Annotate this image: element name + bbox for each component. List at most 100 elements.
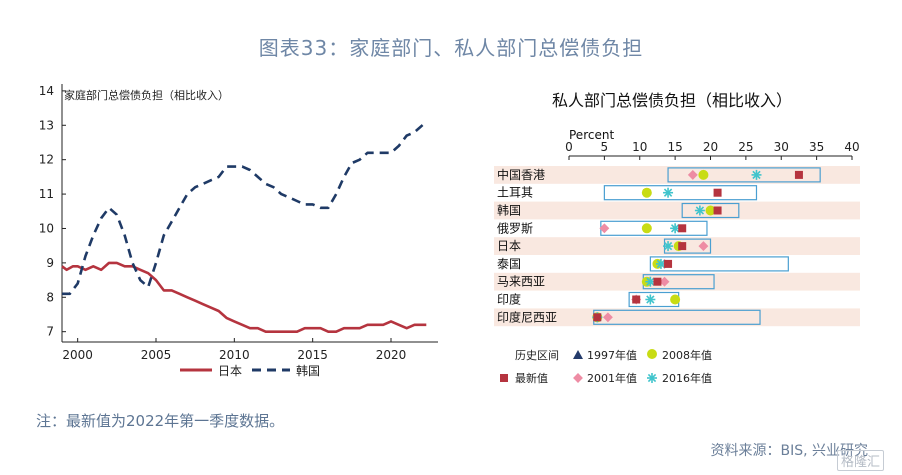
legend-label-2001: 2001年值: [587, 371, 637, 385]
historical-range-box: [681, 202, 740, 219]
x-tick-label: 2020: [376, 348, 407, 362]
marker-latest: [653, 277, 662, 286]
x-tick-label: 30: [774, 140, 789, 154]
series-line-korea: [62, 120, 428, 296]
y-tick-label: 13: [39, 118, 54, 132]
x-tick-label: 35: [809, 140, 824, 154]
household-debt-service-chart: 7 8 9 10 11 12 13 14 2000 2005 2010 2015 2020 家庭部门总偿债…: [39, 84, 438, 378]
row-band: [494, 308, 860, 327]
footnote: 注：最新值为2022年第一季度数据。: [36, 412, 285, 430]
marker-1997: [573, 350, 583, 359]
marker-latest: [593, 313, 602, 322]
x-tick-label: 40: [844, 140, 859, 154]
marker-2016: [663, 241, 674, 252]
country-label: 土耳其: [497, 186, 533, 200]
marker-2016: [663, 187, 674, 198]
legend-label-range: 历史区间: [515, 349, 559, 362]
marker-latest: [632, 295, 641, 304]
marker-2016-stroke: [647, 373, 657, 383]
marker-2016-stroke: [663, 188, 673, 197]
marker-2008: [705, 205, 716, 216]
country-label: 泰国: [497, 257, 521, 271]
row-band: [494, 272, 860, 291]
country-label: 俄罗斯: [497, 221, 533, 235]
legend-label-latest: 最新值: [515, 371, 548, 385]
country-label: 韩国: [497, 203, 521, 218]
marker-latest: [713, 206, 722, 215]
x-tick-label: 2015: [297, 348, 328, 362]
marker-latest: [678, 224, 687, 233]
marker-2016: [647, 373, 657, 383]
x-tick-label: 25: [738, 140, 753, 154]
x-tick-label: 0: [565, 140, 573, 154]
marker-2016: [751, 169, 762, 180]
marker-latest: [664, 259, 673, 268]
marker-2001: [602, 312, 613, 323]
historical-range-box: [667, 167, 821, 183]
chart-title: 家庭部门总偿债负担（相比收入）: [64, 88, 229, 102]
country-label: 日本: [497, 239, 521, 253]
legend-label-japan: 日本: [218, 364, 242, 378]
x-tick-label: 20: [703, 140, 718, 154]
watermark-logo: 格隆汇: [836, 450, 884, 471]
marker-2016: [645, 294, 656, 305]
x-tick-label: 2000: [62, 348, 93, 362]
y-tick-label: 9: [46, 256, 54, 270]
y-tick-label: 12: [39, 153, 54, 167]
y-tick-label: 11: [39, 187, 54, 201]
marker-2008: [698, 169, 709, 180]
legend-label-2008: 2008年值: [662, 348, 712, 362]
country-label: 印度尼西亚: [497, 309, 557, 324]
marker-latest: [500, 374, 508, 382]
marker-2016-stroke: [656, 259, 666, 269]
y-tick-label: 8: [46, 290, 54, 304]
marker-latest: [713, 188, 722, 197]
x-tick-label: 10: [632, 140, 647, 154]
marker-2001: [659, 276, 670, 287]
legend-label-1997: 1997年值: [587, 348, 637, 362]
marker-2001: [687, 169, 698, 180]
marker-2001: [599, 223, 610, 234]
marker-2008: [647, 349, 657, 359]
y-tick-label: 7: [46, 325, 54, 339]
marker-2016-stroke: [646, 295, 655, 304]
marker-2016-stroke: [663, 241, 673, 251]
marker-2016-stroke: [752, 170, 761, 180]
page-title: 图表33：家庭部门、私人部门总偿债负担: [258, 36, 644, 60]
axis-label: Percent: [569, 128, 614, 142]
country-label: 中国香港: [497, 167, 545, 182]
marker-2016: [655, 258, 666, 269]
series-line-japan: [61, 261, 427, 334]
marker-2008: [641, 223, 652, 234]
marker-2001: [698, 241, 709, 252]
source-text: 资料来源：BIS, 兴业研究: [710, 443, 868, 459]
row-band: [494, 201, 860, 220]
x-tick-label: 15: [667, 140, 682, 154]
x-tick-label: 2010: [219, 348, 250, 362]
country-label: 马来西亚: [497, 275, 545, 289]
legend-label-2016: 2016年值: [662, 371, 712, 385]
marker-2016: [694, 205, 705, 216]
y-tick-label: 14: [39, 84, 54, 98]
marker-latest: [794, 170, 803, 179]
marker-2008: [670, 294, 681, 305]
marker-2016-stroke: [646, 277, 655, 286]
legend-label-korea: 韩国: [296, 363, 320, 378]
marker-2008: [641, 187, 652, 198]
y-tick-label: 10: [39, 221, 54, 235]
x-tick-label: 5: [601, 140, 609, 154]
marker-2016: [670, 223, 681, 234]
historical-range-box: [603, 185, 758, 201]
country-label: 印度: [497, 292, 521, 307]
x-tick-label: 2005: [141, 348, 172, 362]
marker-2001: [573, 373, 583, 383]
historical-range-box: [600, 220, 708, 236]
marker-latest: [678, 242, 687, 251]
marker-2016-stroke: [695, 206, 705, 215]
row-band: [494, 166, 860, 184]
chart-title: 私人部门总偿债负担（相比收入）: [552, 91, 792, 110]
historical-range-box: [649, 256, 789, 272]
marker-2016: [645, 276, 656, 287]
marker-2016-stroke: [670, 224, 680, 233]
